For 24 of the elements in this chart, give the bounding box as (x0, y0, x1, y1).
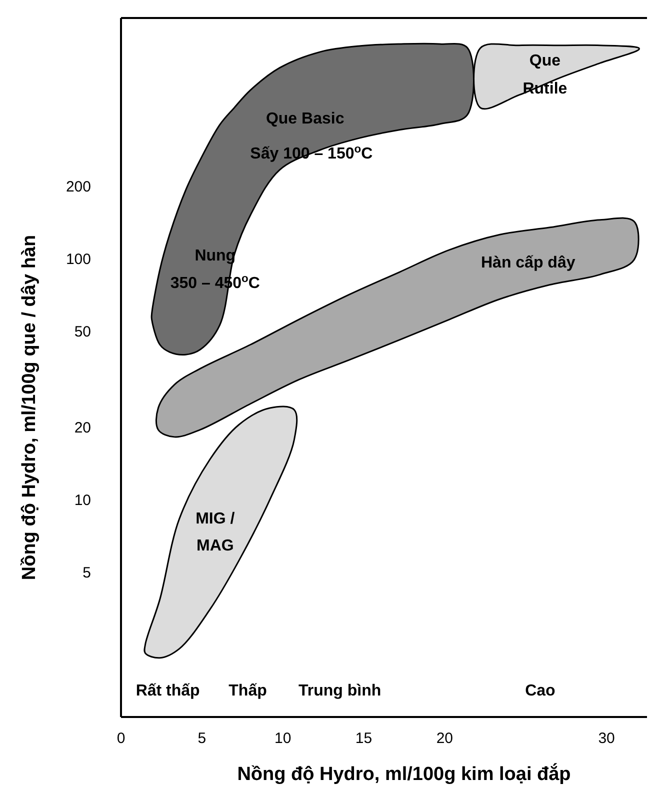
annotation: MIG / (196, 510, 236, 528)
x-tick-label: 0 (116, 730, 126, 747)
annotation: Que Basic (266, 110, 344, 128)
y-tick-label: 50 (74, 324, 91, 341)
x-tick-label: 20 (436, 730, 454, 747)
annotation: Hàn cấp dây (480, 254, 576, 272)
annotation: Rất thấp (136, 682, 200, 700)
y-tick-label: 10 (74, 492, 91, 509)
y-tick-label: 20 (74, 419, 91, 436)
y-tick-label: 5 (82, 564, 91, 582)
annotation: MAG (196, 538, 234, 555)
y-axis-title: Nồng độ Hydro, ml/100g que / dây hàn (19, 234, 40, 580)
y-tick-label: 100 (66, 251, 91, 268)
y-tick-label: 200 (66, 178, 91, 196)
annotation: Thấp (228, 682, 268, 700)
x-tick-label: 30 (598, 730, 615, 747)
annotation: Trung bình (298, 682, 382, 700)
x-tick-label: 5 (198, 730, 206, 747)
annotation: Que (529, 52, 561, 70)
x-axis-title: Nồng độ Hydro, ml/100g kim loại đắp (237, 763, 571, 785)
x-tick-label: 15 (355, 730, 372, 747)
annotation: Sấy 100 – 150$^{o}$C (250, 144, 374, 163)
annotation: Cao (525, 682, 556, 700)
x-tick-label: 10 (274, 730, 292, 747)
